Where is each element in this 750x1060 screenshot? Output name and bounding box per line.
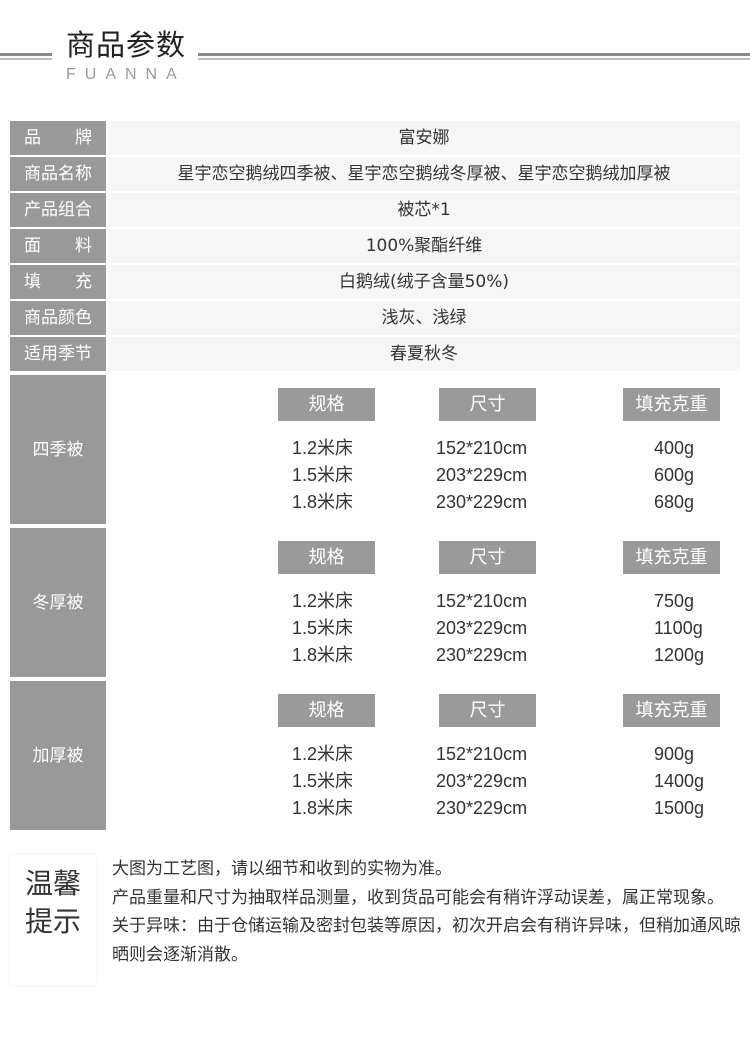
section-label: 冬厚被 — [10, 528, 106, 677]
tip-item: 大图为工艺图，请以细节和收到的实物为准。 — [112, 859, 452, 879]
spec-cell: 1400g — [654, 771, 705, 791]
header-rule-left-thin — [0, 58, 52, 60]
param-label-char: 牌 — [75, 128, 92, 148]
spec-cell: 203*229cm — [436, 465, 528, 485]
spec-cell: 1.2米床 — [292, 744, 354, 764]
param-value: 春夏秋冬 — [108, 337, 740, 371]
spec-body: 规格 尺寸 填充克重 1.2米床 152*210cm 750g 1.5米床 203*229cm… — [106, 528, 740, 677]
param-value: 富安娜 — [108, 121, 740, 155]
spec-header: 规格 — [278, 541, 375, 574]
section-label: 四季被 — [10, 375, 106, 524]
tips-title: 温馨 提示 — [10, 855, 96, 985]
tips-title-line: 温馨 — [24, 867, 81, 900]
param-row: 品牌富安娜 — [10, 121, 740, 155]
tip-item: 产品重量和尺寸为抽取样品测量，收到货品可能会有稍许浮动误差，属正常现象。 — [112, 887, 724, 908]
spec-cell: 1.8米床 — [292, 645, 354, 665]
spec-cell: 1100g — [654, 618, 703, 638]
param-label-char: 充 — [75, 272, 92, 292]
brand-subtitle: FUANNA — [66, 66, 186, 83]
tips-title-line: 提示 — [24, 905, 81, 938]
param-label: 商品颜色 — [10, 301, 106, 335]
param-row: 商品颜色 浅灰、浅绿 — [10, 301, 740, 335]
spec-cell: 1.8米床 — [292, 492, 354, 512]
param-value: 星宇恋空鹅绒四季被、星宇恋空鹅绒冬厚被、星宇恋空鹅绒加厚被 — [108, 157, 740, 191]
param-label: 面料 — [10, 229, 106, 263]
param-value: 100%聚酯纤维 — [108, 229, 740, 263]
spec-cell: 900g — [654, 744, 695, 764]
spec-header: 尺寸 — [439, 388, 536, 421]
header-rule-left — [0, 53, 52, 56]
spec-cell: 1.5米床 — [292, 618, 354, 638]
param-row: 适用季节 春夏秋冬 — [10, 337, 740, 371]
spec-cell: 230*229cm — [436, 492, 528, 512]
spec-header: 填充克重 — [623, 541, 720, 574]
param-row: 产品组合 被芯*1 — [10, 193, 740, 227]
tip-item: 关于异味：由于仓储运输及密封包装等原因，初次开启会有稍许异味，但稍加通风晾晒则会… — [112, 916, 741, 965]
tips-text: 大图为工艺图，请以细节和收到的实物为准。 产品重量和尺寸为抽取样品测量，收到货品… — [112, 855, 742, 969]
page-title: 商品参数 — [66, 28, 187, 62]
spec-header: 规格 — [278, 388, 375, 421]
spec-cell: 680g — [654, 492, 695, 512]
spec-cell: 152*210cm — [436, 438, 528, 458]
spec-header: 尺寸 — [439, 541, 536, 574]
param-label-char: 填 — [24, 272, 41, 292]
spec-cell: 1.5米床 — [292, 771, 354, 791]
header-rule-right — [198, 53, 750, 56]
param-value: 浅灰、浅绿 — [108, 301, 740, 335]
param-label: 产品组合 — [10, 193, 106, 227]
spec-cell: 152*210cm — [436, 591, 528, 611]
spec-cell: 203*229cm — [436, 618, 528, 638]
param-label: 填充 — [10, 265, 106, 299]
spec-body: 规格 尺寸 填充克重 1.2米床 152*210cm 900g 1.5米床 203*229cm… — [106, 681, 740, 830]
section-label: 加厚被 — [10, 681, 106, 830]
spec-header: 填充克重 — [623, 694, 720, 727]
param-value: 白鹅绒(绒子含量50%) — [108, 265, 740, 299]
spec-cell: 1.5米床 — [292, 465, 354, 485]
spec-header: 规格 — [278, 694, 375, 727]
spec-cell: 750g — [654, 591, 695, 611]
spec-header: 尺寸 — [439, 694, 536, 727]
spec-cell: 1.2米床 — [292, 591, 354, 611]
param-label: 适用季节 — [10, 337, 106, 371]
spec-cell: 230*229cm — [436, 645, 528, 665]
spec-section: 加厚被 规格 尺寸 填充克重 1.2米床 152*210cm 900g 1.5米床 203*22… — [10, 681, 740, 830]
param-label-char: 品 — [24, 128, 41, 148]
param-label: 商品名称 — [10, 157, 106, 191]
param-value: 被芯*1 — [108, 193, 740, 227]
spec-cell: 230*229cm — [436, 798, 528, 818]
spec-cell: 152*210cm — [436, 744, 528, 764]
spec-cell: 1200g — [654, 645, 705, 665]
param-row: 面料 100%聚酯纤维 — [10, 229, 740, 263]
spec-body: 规格 尺寸 填充克重 1.2米床 152*210cm 400g 1.5米床 203*229cm… — [106, 375, 740, 524]
spec-cell: 1.8米床 — [292, 798, 354, 818]
spec-cell: 203*229cm — [436, 771, 528, 791]
spec-cell: 400g — [654, 438, 695, 458]
spec-cell: 600g — [654, 465, 695, 485]
spec-header: 填充克重 — [623, 388, 720, 421]
header-rule-right-thin — [198, 58, 750, 60]
param-label: 品牌 — [10, 121, 106, 155]
spec-section: 四季被 规格 尺寸 填充克重 1.2米床 152*210cm 400g 1.5米床 203*22… — [10, 375, 740, 524]
param-label-char: 面 — [24, 236, 41, 256]
param-row: 商品名称 星宇恋空鹅绒四季被、星宇恋空鹅绒冬厚被、星宇恋空鹅绒加厚被 — [10, 157, 740, 191]
param-label-char: 料 — [75, 236, 92, 256]
spec-section: 冬厚被 规格 尺寸 填充克重 1.2米床 152*210cm 750g 1.5米床 203*22… — [10, 528, 740, 677]
spec-cell: 1500g — [654, 798, 705, 818]
param-row: 填充白鹅绒(绒子含量50%) — [10, 265, 740, 299]
spec-cell: 1.2米床 — [292, 438, 354, 458]
